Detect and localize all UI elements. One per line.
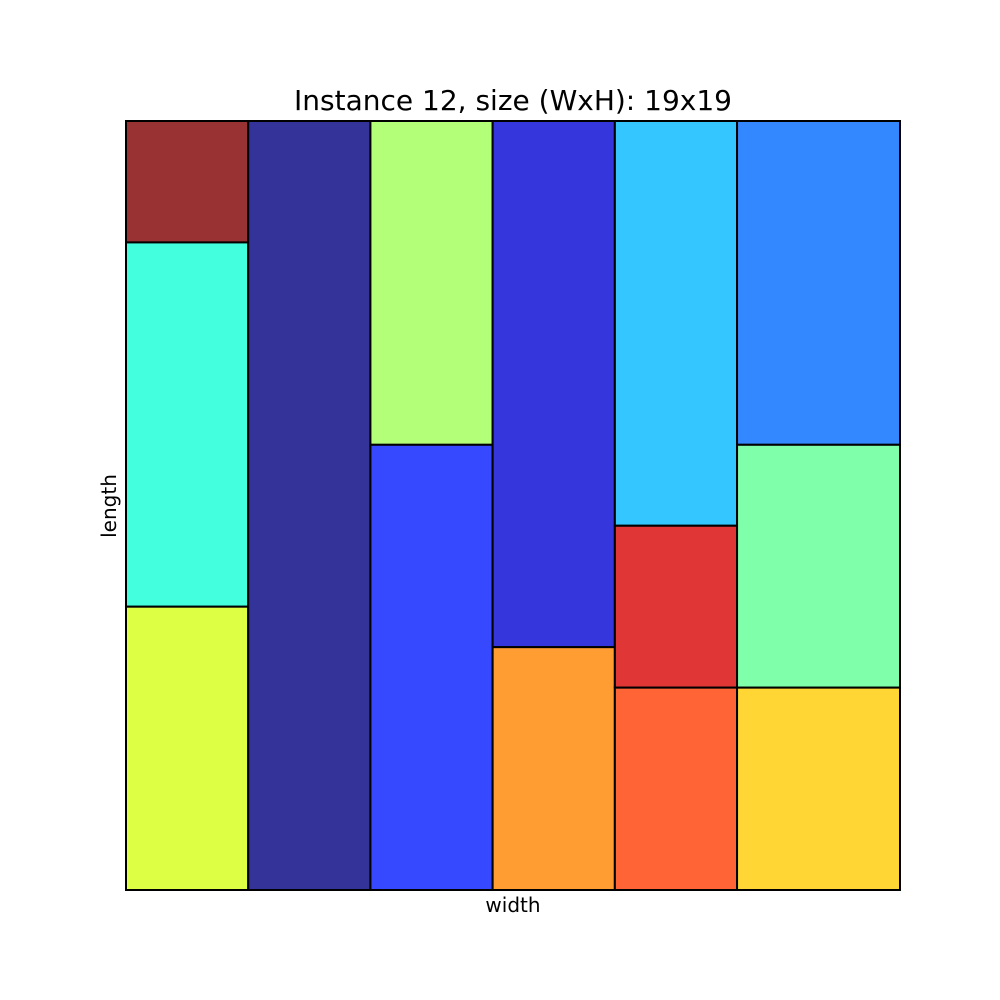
packed-rectangle-1: [125, 120, 250, 244]
packed-rectangle-11: [613, 686, 739, 892]
packed-rectangle-3: [125, 605, 250, 891]
plot-frame: [125, 120, 901, 891]
packed-rectangle-13: [736, 443, 901, 689]
packed-rectangle-12: [736, 120, 901, 446]
packed-rectangle-6: [369, 443, 494, 891]
packed-rectangle-4: [247, 120, 372, 891]
packed-rectangle-2: [125, 241, 250, 608]
x-axis-label: width: [485, 893, 541, 917]
rectangles-layer: [125, 120, 901, 892]
packed-rectangle-5: [369, 120, 494, 446]
y-axis-label: length: [97, 474, 121, 538]
packed-rectangle-9: [613, 120, 739, 527]
packed-rectangle-10: [613, 524, 739, 689]
packed-rectangle-7: [491, 120, 616, 649]
packed-rectangle-14: [736, 686, 901, 892]
chart-title: Instance 12, size (WxH): 19x19: [294, 84, 732, 117]
packed-rectangle-8: [491, 646, 616, 891]
